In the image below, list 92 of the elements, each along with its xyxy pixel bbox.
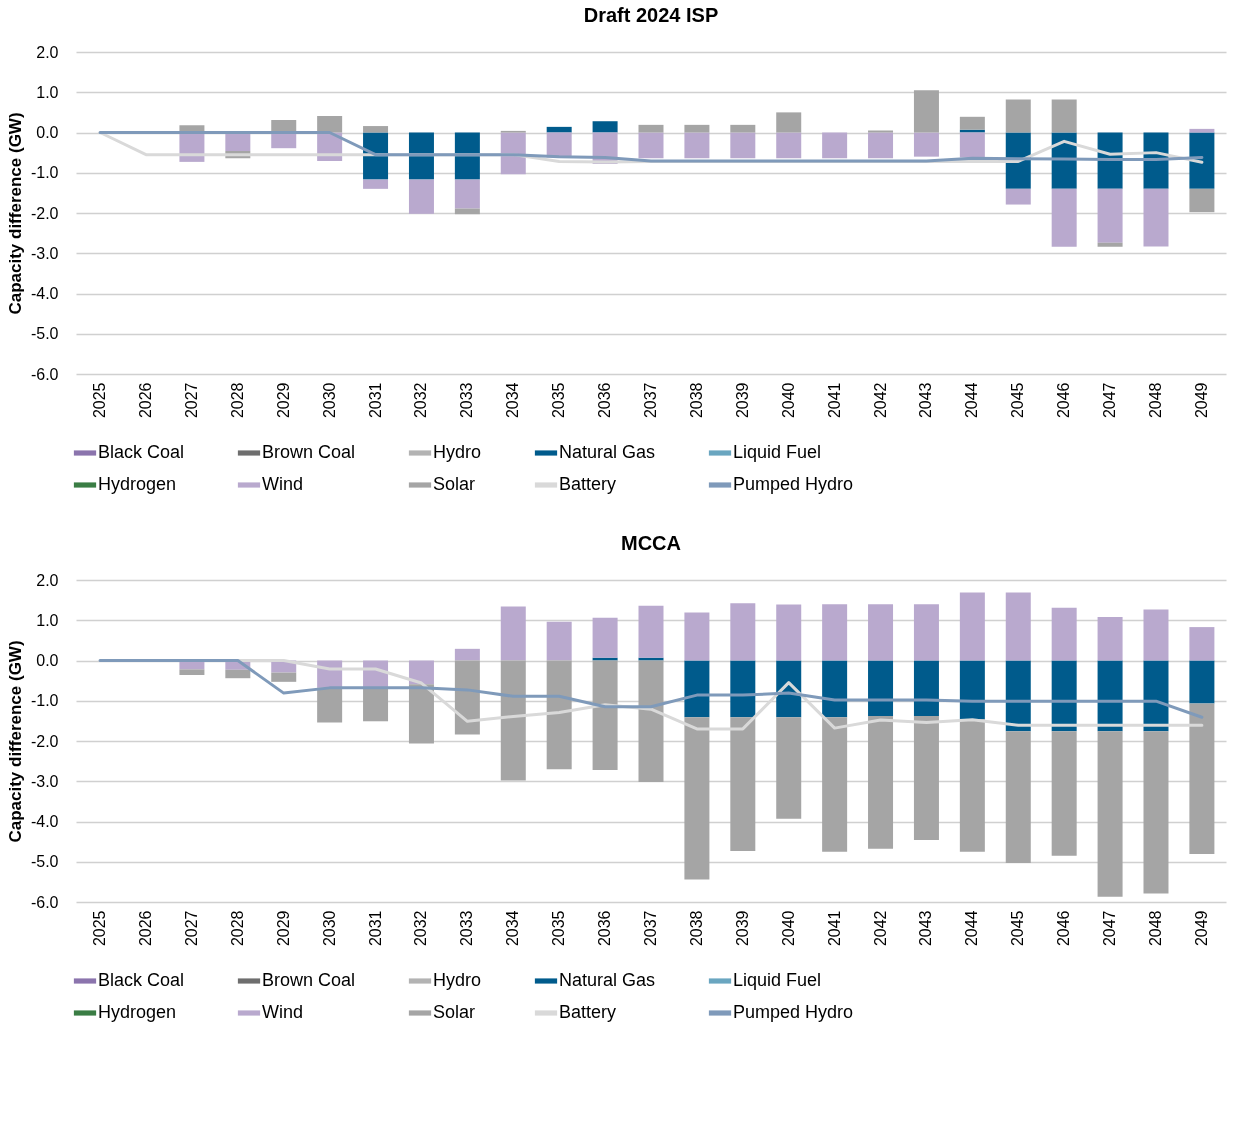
legend-label: Black Coal xyxy=(98,970,185,990)
x-tick-label: 2045 xyxy=(1009,910,1027,947)
y-tick-label: -5.0 xyxy=(30,853,59,871)
y-tick-label: -3.0 xyxy=(30,772,59,790)
legend-label: Liquid Fuel xyxy=(733,442,822,462)
legend-label: Hydrogen xyxy=(98,1002,177,1022)
y-tick-label: 0.0 xyxy=(36,124,59,141)
x-tick-label: 2044 xyxy=(963,382,981,419)
x-tick-label: 2031 xyxy=(366,910,384,947)
x-tick-label: 2048 xyxy=(1146,910,1164,947)
legend-label: Battery xyxy=(559,1002,617,1022)
x-tick-label: 2034 xyxy=(504,910,522,947)
x-tick-label: 2040 xyxy=(779,910,797,947)
x-tick-label: 2049 xyxy=(1192,382,1210,419)
x-tick-label: 2041 xyxy=(825,382,843,419)
x-tick-label: 2049 xyxy=(1192,910,1210,947)
legend-label: Hydrogen xyxy=(98,474,177,494)
legend-label: Hydro xyxy=(433,970,482,990)
x-tick-label: 2039 xyxy=(733,910,751,947)
legend-label: Brown Coal xyxy=(262,442,356,462)
x-tick-label: 2030 xyxy=(320,910,338,947)
x-tick-label: 2027 xyxy=(182,910,200,947)
y-axis-title: Capacity difference (GW) xyxy=(5,112,25,315)
legend-label: Natural Gas xyxy=(559,442,656,462)
x-tick-label: 2026 xyxy=(137,910,155,947)
x-tick-label: 2045 xyxy=(1009,382,1027,419)
x-tick-label: 2028 xyxy=(228,910,246,947)
x-tick-label: 2043 xyxy=(917,910,935,947)
y-tick-label: -3.0 xyxy=(30,244,59,262)
x-tick-label: 2038 xyxy=(687,382,705,419)
y-tick-label: -4.0 xyxy=(30,813,59,830)
x-tick-label: 2032 xyxy=(412,382,430,419)
x-tick-label: 2025 xyxy=(91,910,109,947)
x-tick-label: 2046 xyxy=(1055,382,1073,419)
x-tick-label: 2048 xyxy=(1146,382,1164,419)
x-tick-label: 2043 xyxy=(917,382,935,419)
x-tick-label: 2026 xyxy=(137,382,155,419)
legend-label: Liquid Fuel xyxy=(733,970,822,990)
legend-label: Pumped Hydro xyxy=(733,1002,854,1022)
x-tick-label: 2030 xyxy=(320,382,338,419)
legend-label: Solar xyxy=(433,474,476,494)
x-tick-label: 2035 xyxy=(550,382,568,419)
legend-label: Wind xyxy=(262,1002,304,1022)
x-tick-label: 2029 xyxy=(274,382,292,419)
x-tick-label: 2027 xyxy=(182,382,200,419)
legend-label: Wind xyxy=(262,474,304,494)
x-tick-label: 2032 xyxy=(412,910,430,947)
x-tick-label: 2033 xyxy=(458,382,476,419)
legend-label: Natural Gas xyxy=(559,970,656,990)
chart-title: MCCA xyxy=(621,532,681,554)
x-tick-label: 2028 xyxy=(228,382,246,419)
x-tick-label: 2036 xyxy=(596,382,614,419)
x-tick-label: 2040 xyxy=(779,382,797,419)
x-tick-label: 2046 xyxy=(1055,910,1073,947)
x-tick-label: 2034 xyxy=(504,382,522,419)
legend-label: Black Coal xyxy=(98,442,185,462)
x-tick-label: 2037 xyxy=(642,382,659,419)
x-tick-label: 2031 xyxy=(366,382,384,419)
y-axis-title: Capacity difference (GW) xyxy=(5,640,25,843)
x-tick-label: 2039 xyxy=(733,382,751,419)
chart-title: Draft 2024 ISP xyxy=(583,4,719,26)
y-tick-label: -2.0 xyxy=(30,204,59,222)
y-tick-label: -5.0 xyxy=(30,325,59,343)
x-tick-label: 2042 xyxy=(871,382,889,419)
legend-label: Solar xyxy=(433,1002,476,1022)
x-tick-label: 2035 xyxy=(550,910,568,947)
y-tick-label: 0.0 xyxy=(36,652,59,669)
x-tick-label: 2042 xyxy=(871,910,889,947)
legend-label: Brown Coal xyxy=(262,970,356,990)
legend-label: Hydro xyxy=(433,442,482,462)
legend-label: Pumped Hydro xyxy=(733,474,854,494)
legend-label: Battery xyxy=(559,474,617,494)
y-tick-label: 1.0 xyxy=(36,83,59,101)
y-tick-label: 1.0 xyxy=(36,611,59,629)
x-tick-label: 2041 xyxy=(825,910,843,947)
x-tick-label: 2037 xyxy=(642,910,659,947)
x-tick-label: 2036 xyxy=(596,910,614,947)
y-tick-label: -1.0 xyxy=(30,164,59,182)
y-tick-label: -1.0 xyxy=(30,692,59,710)
x-tick-label: 2029 xyxy=(274,910,292,947)
y-tick-label: 2.0 xyxy=(36,43,59,61)
y-tick-label: -6.0 xyxy=(30,365,59,383)
y-tick-label: -4.0 xyxy=(30,285,59,302)
y-tick-label: -6.0 xyxy=(30,893,59,911)
x-tick-label: 2047 xyxy=(1101,910,1119,947)
x-tick-label: 2025 xyxy=(91,382,109,419)
x-tick-label: 2038 xyxy=(687,910,705,947)
x-tick-label: 2033 xyxy=(458,910,476,947)
y-tick-label: 2.0 xyxy=(36,571,59,589)
y-tick-label: -2.0 xyxy=(30,732,59,750)
x-tick-label: 2044 xyxy=(963,910,981,947)
x-tick-label: 2047 xyxy=(1101,382,1119,419)
